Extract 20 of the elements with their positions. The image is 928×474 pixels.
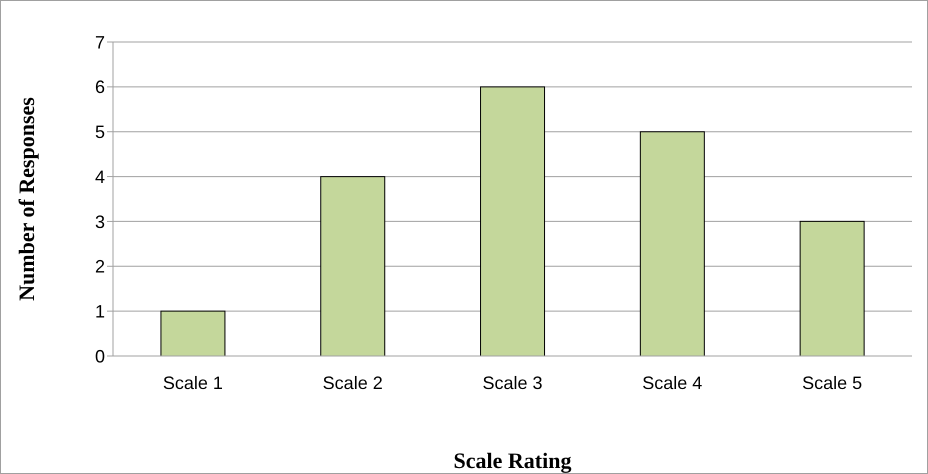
x-tick-label: Scale 2 <box>322 372 383 393</box>
x-axis-title: Scale Rating <box>454 448 572 473</box>
bar <box>480 86 546 356</box>
y-tick-label: 2 <box>94 256 105 277</box>
bar <box>160 310 226 356</box>
y-tick-label: 1 <box>94 302 105 322</box>
bar <box>800 220 865 356</box>
bar <box>640 131 705 356</box>
x-tick-label: Scale 5 <box>802 372 862 393</box>
y-tick-label: 0 <box>94 346 105 366</box>
y-tick-label: 3 <box>94 212 105 232</box>
y-tick-label: 6 <box>94 77 105 98</box>
x-tick-label: Scale 1 <box>162 372 223 393</box>
y-tick-label: 4 <box>94 166 105 187</box>
y-axis-title: Number of Responses <box>14 96 39 301</box>
y-tick-label: 7 <box>94 32 105 52</box>
x-tick-label: Scale 4 <box>642 372 702 393</box>
y-tick-label: 5 <box>94 122 105 142</box>
x-tick-label: Scale 3 <box>482 372 543 393</box>
bar <box>320 176 386 356</box>
